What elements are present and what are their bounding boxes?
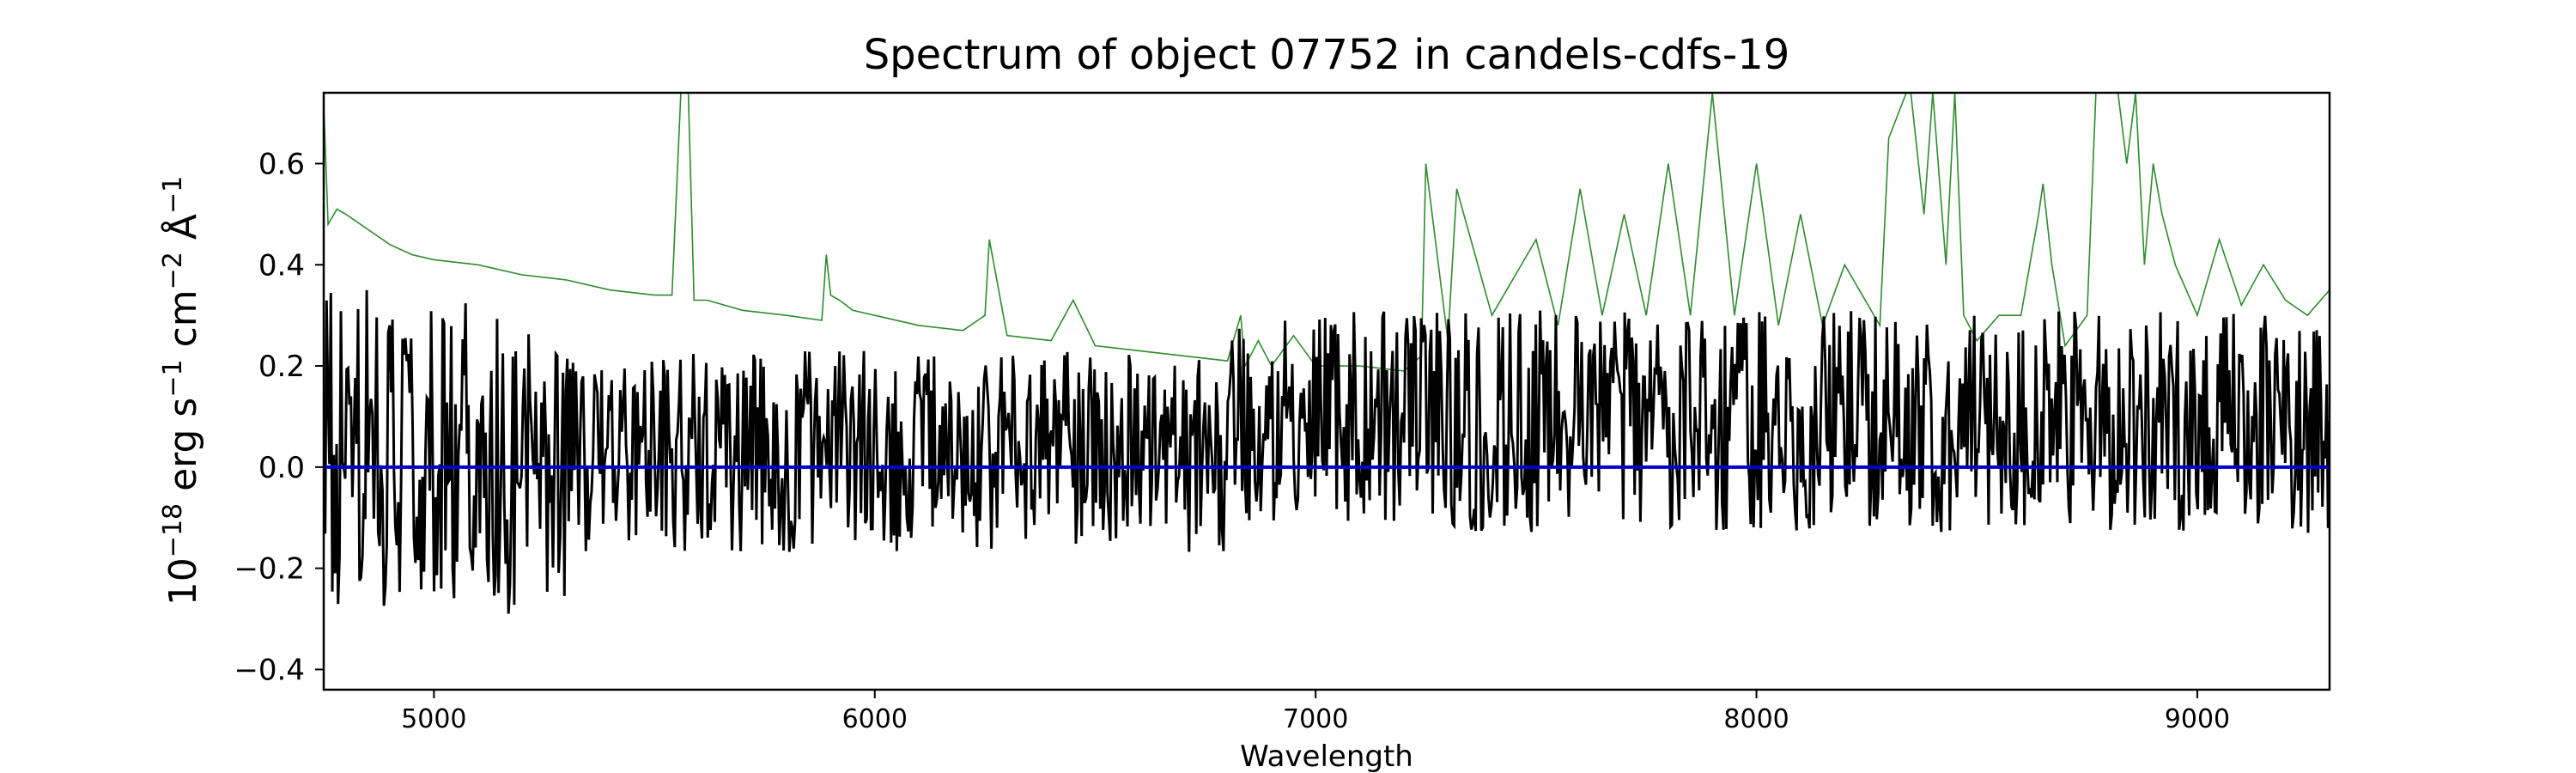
x-tick-label: 6000 bbox=[842, 704, 908, 734]
y-axis-label: 10−18 erg s−1 cm−2 Å−1 bbox=[158, 176, 206, 606]
y-tick-label: 0.6 bbox=[258, 147, 305, 181]
x-tick-label: 9000 bbox=[2165, 704, 2230, 734]
y-label-exp1: −18 bbox=[158, 503, 188, 557]
y-label-mid2: cm bbox=[161, 289, 205, 359]
y-axis: −0.4 −0.2 0.0 0.2 0.4 0.6 bbox=[234, 147, 324, 687]
y-tick-label: −0.2 bbox=[234, 552, 305, 587]
flux-spectrum-layer bbox=[324, 289, 2330, 614]
x-axis-label: Wavelength bbox=[1240, 740, 1413, 773]
y-label-exp2: −1 bbox=[158, 359, 188, 397]
x-tick-label: 8000 bbox=[1723, 704, 1789, 734]
plot-area bbox=[322, 91, 2331, 691]
chart-title: Spectrum of object 07752 in candels-cdfs… bbox=[864, 31, 1790, 79]
y-tick-label: 0.2 bbox=[258, 350, 305, 384]
x-tick-label: 7000 bbox=[1283, 704, 1348, 734]
y-label-prefix: 10 bbox=[161, 557, 205, 606]
y-label-mid1: erg s bbox=[161, 398, 205, 503]
x-axis: 5000 6000 7000 8000 9000 bbox=[401, 690, 2230, 734]
flux-spectrum-line bbox=[324, 289, 2330, 614]
y-label-exp4: −1 bbox=[158, 176, 188, 214]
error-spectrum-layer bbox=[324, 93, 2330, 372]
y-tick-label: 0.4 bbox=[258, 248, 305, 283]
y-label-mid3: Å bbox=[160, 214, 205, 252]
y-tick-label: 0.0 bbox=[258, 451, 305, 485]
y-label-exp3: −2 bbox=[158, 252, 188, 289]
plot-frame bbox=[322, 91, 2331, 691]
y-tick-label: −0.4 bbox=[234, 653, 305, 687]
x-tick-label: 5000 bbox=[401, 704, 466, 734]
error-spectrum-line bbox=[324, 93, 2330, 372]
